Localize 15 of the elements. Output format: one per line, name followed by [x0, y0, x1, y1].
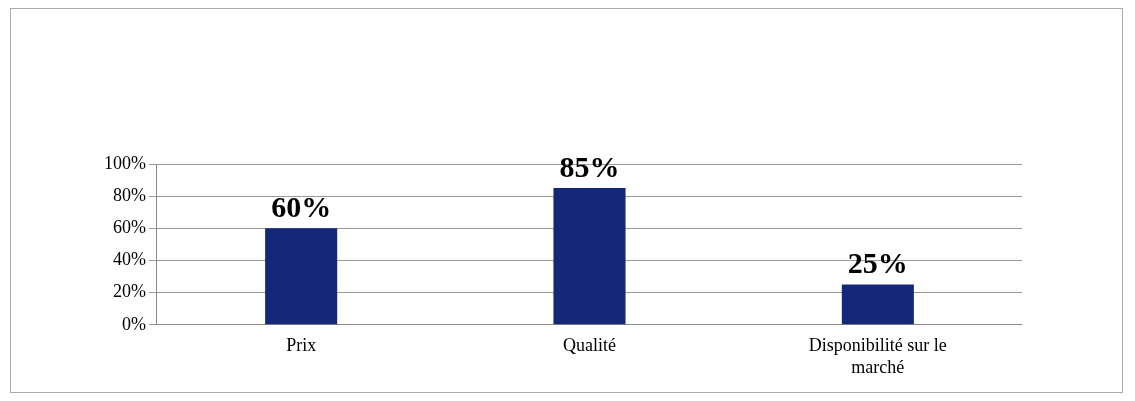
x-tick-label: Disponibilité sur le marché — [808, 335, 947, 377]
bar — [841, 284, 914, 325]
x-tick-label: Prix — [286, 335, 317, 356]
y-tick-label: 80% — [112, 184, 146, 205]
data-label: 85% — [559, 149, 620, 183]
data-label: 60% — [271, 190, 332, 224]
y-tick-label: 40% — [112, 249, 146, 270]
x-tick-label: Qualité — [563, 335, 616, 356]
y-tick-label: 0% — [121, 313, 146, 334]
y-tick-label: 20% — [112, 281, 146, 302]
y-tick-label: 60% — [112, 217, 146, 238]
y-tick-label: 100% — [103, 152, 146, 173]
bar — [265, 228, 338, 325]
data-label: 25% — [847, 246, 908, 280]
bar — [553, 188, 626, 325]
